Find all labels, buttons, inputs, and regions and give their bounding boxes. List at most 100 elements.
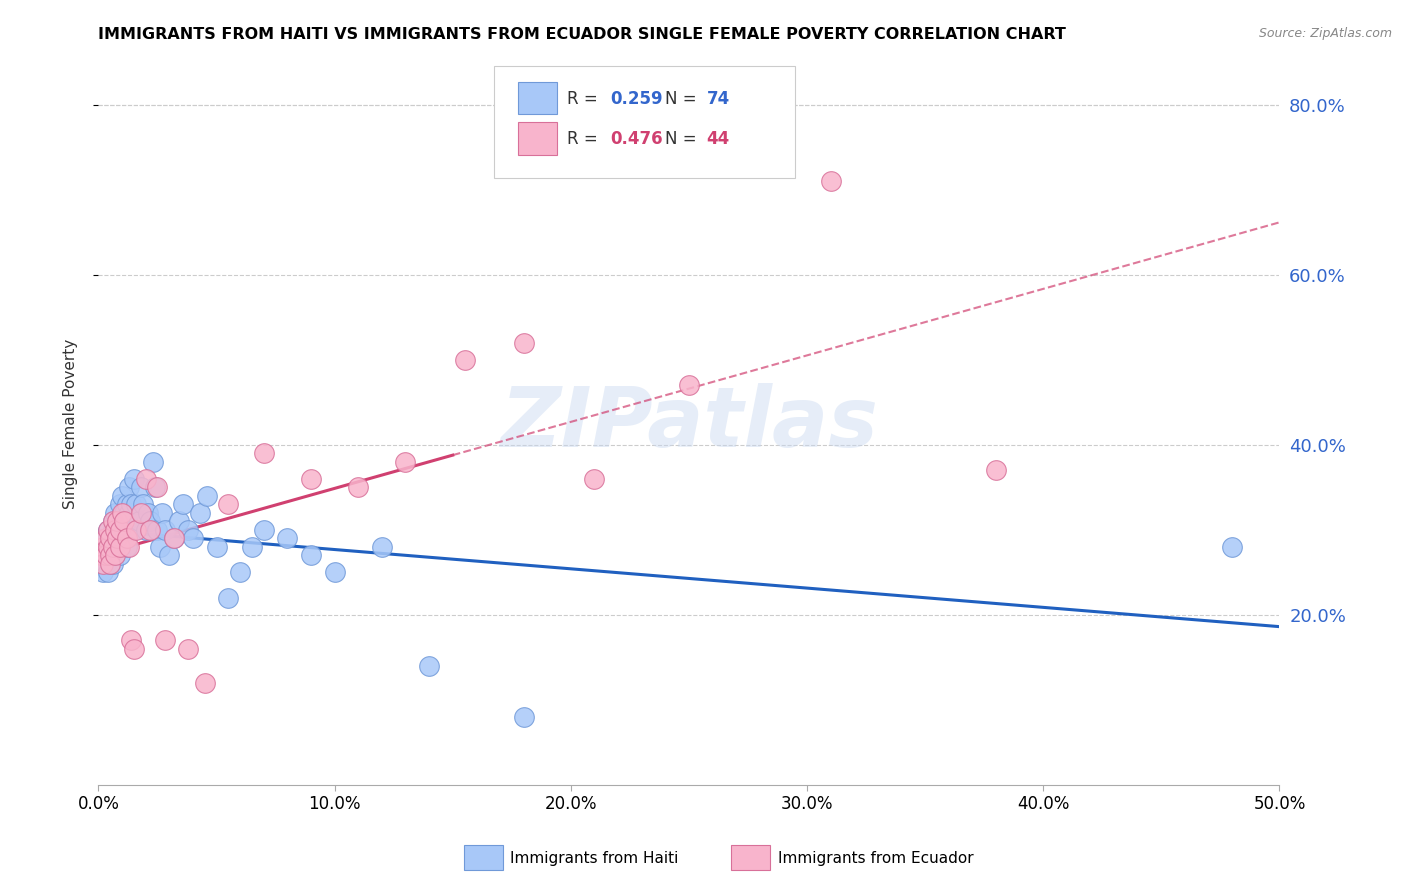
Point: [136, 506, 159, 520]
Point: [97, 523, 120, 537]
Point: [163, 532, 186, 546]
Point: [299, 472, 322, 486]
Point: [371, 540, 394, 554]
Point: [678, 378, 700, 392]
Text: ZIPatlas: ZIPatlas: [501, 384, 877, 464]
Point: [101, 515, 124, 529]
Point: [347, 480, 370, 494]
Point: [129, 480, 152, 494]
Point: [108, 523, 131, 537]
Point: [276, 532, 298, 546]
Point: [125, 523, 148, 537]
Point: [188, 506, 211, 520]
Point: [108, 498, 131, 512]
Point: [98, 532, 121, 546]
Point: [122, 523, 145, 537]
Text: 0.259: 0.259: [610, 89, 662, 108]
Text: Source: ZipAtlas.com: Source: ZipAtlas.com: [1258, 27, 1392, 40]
Point: [153, 633, 176, 648]
Point: [1220, 540, 1243, 554]
Point: [111, 532, 134, 546]
Point: [583, 472, 606, 486]
Point: [142, 455, 165, 469]
Y-axis label: Single Female Poverty: Single Female Poverty: [63, 339, 77, 508]
Point: [98, 557, 121, 571]
Point: [121, 633, 143, 648]
Point: [91, 557, 114, 571]
Point: [90, 549, 112, 563]
Text: 0.476: 0.476: [610, 130, 662, 148]
Point: [91, 549, 114, 563]
Point: [115, 515, 138, 529]
Point: [512, 335, 534, 350]
Text: IMMIGRANTS FROM HAITI VS IMMIGRANTS FROM ECUADOR SINGLE FEMALE POVERTY CORRELATI: IMMIGRANTS FROM HAITI VS IMMIGRANTS FROM…: [98, 27, 1066, 42]
Point: [132, 498, 155, 512]
Point: [194, 676, 217, 690]
Point: [108, 549, 131, 563]
Point: [240, 540, 263, 554]
Point: [112, 515, 135, 529]
Point: [94, 532, 117, 546]
Point: [122, 642, 145, 657]
Point: [98, 549, 121, 563]
FancyBboxPatch shape: [494, 66, 796, 178]
Point: [195, 489, 218, 503]
Point: [172, 498, 194, 512]
Point: [217, 498, 239, 512]
Text: 44: 44: [707, 130, 730, 148]
Point: [205, 540, 228, 554]
Point: [157, 549, 180, 563]
Point: [112, 506, 135, 520]
Point: [101, 523, 124, 537]
Point: [101, 557, 124, 571]
Point: [90, 557, 112, 571]
Point: [91, 566, 114, 580]
Point: [104, 532, 127, 546]
Point: [135, 523, 157, 537]
Point: [253, 446, 276, 460]
Point: [128, 515, 150, 529]
Point: [111, 506, 134, 520]
Point: [111, 515, 134, 529]
Point: [105, 532, 128, 546]
Text: R =: R =: [567, 89, 603, 108]
Point: [129, 506, 152, 520]
Point: [101, 540, 124, 554]
Point: [104, 549, 127, 563]
Point: [101, 540, 124, 554]
Point: [108, 523, 131, 537]
Point: [253, 523, 276, 537]
Point: [118, 540, 141, 554]
Point: [112, 523, 135, 537]
Point: [115, 540, 138, 554]
Point: [122, 472, 145, 486]
Point: [394, 455, 416, 469]
Point: [98, 532, 121, 546]
Point: [323, 566, 346, 580]
Point: [98, 549, 121, 563]
Point: [984, 463, 1007, 477]
Point: [118, 506, 141, 520]
Point: [121, 523, 143, 537]
Point: [418, 659, 440, 673]
Text: R =: R =: [567, 130, 603, 148]
Point: [299, 549, 322, 563]
Point: [105, 540, 128, 554]
Point: [97, 523, 120, 537]
Point: [177, 523, 200, 537]
Point: [115, 532, 138, 546]
Text: 74: 74: [707, 89, 730, 108]
Point: [94, 532, 117, 546]
Point: [177, 642, 200, 657]
Point: [94, 549, 117, 563]
Text: Immigrants from Haiti: Immigrants from Haiti: [510, 851, 679, 865]
Point: [512, 710, 534, 724]
Point: [115, 498, 138, 512]
Point: [181, 532, 204, 546]
Point: [121, 498, 143, 512]
Point: [104, 523, 127, 537]
Point: [150, 506, 173, 520]
Point: [118, 480, 141, 494]
Text: N =: N =: [665, 130, 702, 148]
Point: [146, 523, 169, 537]
